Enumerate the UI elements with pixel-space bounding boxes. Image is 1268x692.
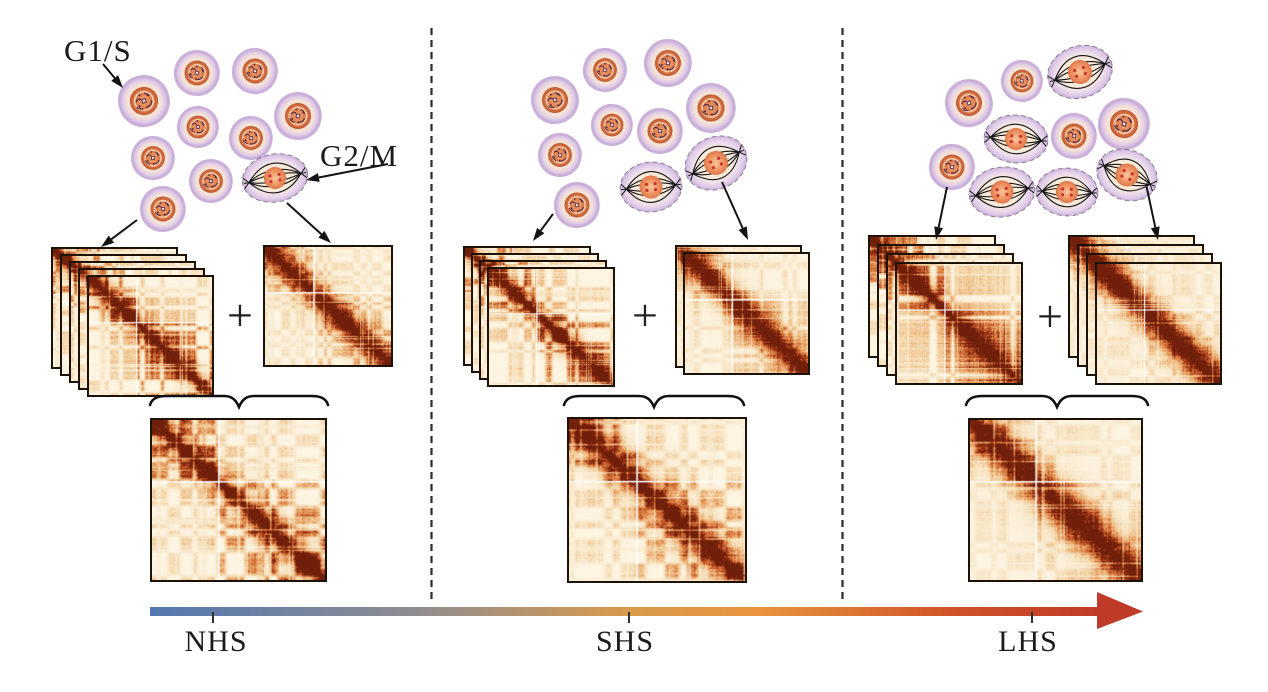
hic-heatmap-canvas [89, 277, 212, 395]
interphase-cell [685, 83, 736, 134]
hic-heatmap-canvas [152, 420, 325, 580]
merge-brace-LHS [964, 394, 1150, 411]
interphase-cell [176, 105, 219, 148]
combined-hic-matrix-SHS [567, 417, 747, 583]
cells-to-g1s-matrices-arrow-SHS [533, 213, 554, 241]
combined-hic-matrix-NHS [150, 418, 327, 582]
plus-sign-lhs: + [1037, 290, 1063, 342]
hic-matrix-sheet-g2m-NHS [263, 245, 393, 367]
interphase-cell [928, 143, 975, 190]
mitotic-cell [968, 166, 1036, 218]
interphase-cell [590, 103, 633, 146]
hic-heatmap-canvas [970, 420, 1141, 580]
gradient-arrowhead-icon [1097, 592, 1143, 629]
hic-matrix-sheet-g1s-LHS [895, 262, 1023, 385]
mitotic-cell [983, 114, 1049, 164]
g1s-phase-label: G1/S [64, 33, 132, 68]
interphase-cell [1000, 59, 1043, 102]
cells-to-g2m-matrix-arrow-NHS [286, 202, 331, 243]
interphase-cell [643, 38, 692, 87]
interphase-cell [944, 79, 993, 128]
plus-sign-nhs: + [227, 289, 253, 341]
axis-label-nhs: NHS [184, 625, 248, 658]
mitotic-cell [1047, 44, 1113, 100]
interphase-cell [1050, 112, 1097, 159]
hic-heatmap-canvas [685, 254, 808, 373]
interphase-cell [130, 136, 175, 181]
interphase-cell [274, 92, 322, 140]
gradient-bar [150, 607, 1102, 616]
interphase-cell [530, 76, 579, 125]
mitotic-cell [1035, 167, 1099, 217]
hic-heatmap-canvas [489, 269, 613, 385]
cells-to-g2m-matrix-arrow-LHS [1145, 183, 1160, 240]
merge-brace-NHS [148, 394, 330, 411]
axis-label-lhs: LHS [998, 625, 1058, 658]
hic-heatmap-canvas [1097, 264, 1220, 383]
hic-matrix-sheet-g2m-LHS [1095, 262, 1222, 385]
interphase-cell [1097, 97, 1150, 150]
cells-to-g2m-matrix-arrow-SHS [721, 181, 748, 240]
axis-label-shs: SHS [595, 625, 655, 658]
interphase-cell [637, 108, 683, 154]
interphase-cell [189, 158, 233, 203]
mitotic-cell [619, 161, 683, 213]
interphase-cell [554, 181, 600, 228]
interphase-cell [582, 47, 627, 92]
interphase-cell [228, 115, 273, 160]
plus-sign-shs: + [632, 289, 658, 341]
interphase-cell [173, 49, 220, 96]
merge-brace-SHS [562, 394, 746, 411]
mitotic-cell [241, 153, 309, 203]
g2m-phase-label: G2/M [320, 138, 399, 173]
hic-matrix-sheet-g1s-NHS [87, 275, 214, 397]
interphase-cell [231, 47, 278, 94]
mitotic-cell [1096, 148, 1158, 202]
mitotic-cell [684, 135, 748, 191]
cells-to-g1s-matrices-arrow-NHS [101, 219, 138, 247]
interphase-cell [117, 75, 170, 128]
combined-hic-matrix-LHS [968, 418, 1143, 582]
interphase-cell [140, 186, 186, 232]
hic-heatmap-canvas [569, 419, 745, 581]
hic-matrix-sheet-g1s-SHS [487, 267, 615, 387]
interphase-cell [537, 132, 582, 177]
hic-matrix-sheet-g2m-SHS [683, 252, 810, 375]
cells-to-g1s-matrices-arrow-LHS [934, 186, 948, 240]
hic-heatmap-canvas [897, 264, 1021, 383]
hic-heatmap-canvas [265, 247, 391, 365]
